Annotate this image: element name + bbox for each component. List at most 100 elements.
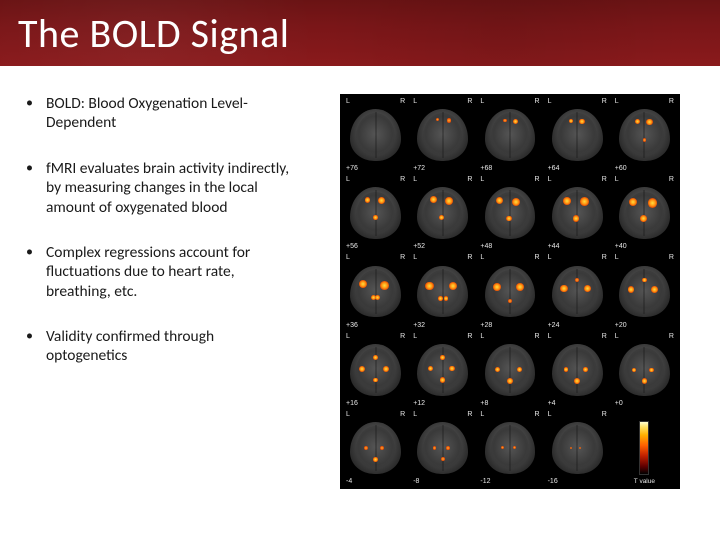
activation-blob (449, 282, 457, 290)
scan-cell: LR +40 (612, 175, 677, 251)
activation-blob (642, 378, 647, 383)
brain-slice (485, 266, 536, 318)
activation-blob (574, 378, 580, 384)
hemisphere-labels: LR (545, 98, 610, 105)
brain-slice (485, 422, 536, 474)
hemisphere-labels: LR (612, 254, 677, 261)
activation-blob (373, 457, 378, 462)
hemisphere-labels: LR (477, 98, 542, 105)
hemisphere-labels: LR (612, 176, 677, 183)
activation-blob (573, 215, 579, 221)
activation-blob (583, 367, 588, 372)
hemisphere-labels: LR (410, 98, 475, 105)
slice-coordinate: +12 (413, 400, 425, 407)
activation-blob (569, 119, 573, 123)
activation-blob (564, 367, 569, 372)
scan-cell: LR+44 (545, 175, 610, 251)
scan-cell: LR-12 (477, 410, 542, 486)
scan-cell: LR+24 (545, 253, 610, 329)
activation-blob (642, 278, 647, 283)
slice-coordinate: -8 (413, 478, 419, 485)
activation-blob (649, 368, 653, 372)
brain-slice (350, 109, 401, 161)
brain-slice (417, 266, 468, 318)
activation-blob (440, 355, 445, 360)
activation-blob (580, 197, 589, 206)
activation-blob (495, 367, 500, 372)
slice-coordinate: +20 (615, 322, 627, 329)
hemisphere-labels: LR (343, 333, 408, 340)
hemisphere-labels: LR (343, 411, 408, 418)
slice-coordinate: -4 (346, 478, 352, 485)
brain-slice (350, 266, 401, 318)
scan-cell: LR+64 (545, 97, 610, 173)
activation-blob (446, 446, 450, 450)
slice-coordinate: +76 (346, 165, 358, 172)
hemisphere-labels: LR (410, 411, 475, 418)
bullet-item: fMRI evaluates brain activity indirectly… (18, 159, 298, 217)
activation-blob (508, 299, 512, 303)
activation-blob (507, 378, 513, 384)
slice-coordinate: +68 (480, 165, 492, 172)
activation-blob (513, 119, 518, 124)
brain-slice (350, 344, 401, 396)
hemisphere-labels: LR (343, 98, 408, 105)
scan-cell: LR+12 (410, 332, 475, 408)
activation-blob (378, 197, 385, 204)
brain-slice (619, 109, 670, 161)
scan-cell: LR+36 (343, 253, 408, 329)
activation-blob (640, 215, 647, 222)
scan-cell: LR -8 (410, 410, 475, 486)
scan-cell: LR+8 (477, 332, 542, 408)
scan-cell: LR+56 (343, 175, 408, 251)
hemisphere-labels: LR (477, 254, 542, 261)
hemisphere-labels: LR (477, 411, 542, 418)
scan-cell: LR+32 (410, 253, 475, 329)
activation-blob (440, 377, 445, 382)
activation-blob (375, 295, 380, 300)
content-area: BOLD: Blood Oxygenation Level-Dependent f… (0, 66, 720, 489)
slice-coordinate: +48 (480, 243, 492, 250)
activation-blob (383, 366, 389, 372)
activation-blob (433, 446, 437, 450)
brain-slice (485, 109, 536, 161)
hemisphere-labels: LR (410, 176, 475, 183)
hemisphere-labels: LR (545, 176, 610, 183)
slice-coordinate: +0 (615, 400, 623, 407)
hemisphere-labels: LR (410, 254, 475, 261)
activation-blob (447, 118, 452, 123)
hemisphere-labels: LR (477, 176, 542, 183)
slice-coordinate: -16 (548, 478, 558, 485)
brain-slice (417, 422, 468, 474)
bullet-item: Validity confirmed through optogenetics (18, 327, 298, 366)
activation-blob (436, 118, 439, 121)
scan-cell: LR +76 (343, 97, 408, 173)
activation-blob (449, 366, 455, 372)
activation-blob (628, 286, 635, 293)
activation-blob (380, 281, 389, 290)
bullet-item: BOLD: Blood Oxygenation Level-Dependent (18, 94, 298, 133)
activation-blob (373, 378, 378, 383)
hemisphere-labels: LR (612, 98, 677, 105)
activation-blob (512, 198, 520, 206)
slice-coordinate: +24 (548, 322, 560, 329)
colorbar (639, 421, 649, 474)
activation-blob (428, 366, 434, 372)
slice-coordinate: +60 (615, 165, 627, 172)
brain-slice (552, 344, 603, 396)
slice-coordinate: +40 (615, 243, 627, 250)
activation-blob (579, 447, 582, 450)
activation-blob (648, 198, 657, 207)
activation-blob (513, 446, 516, 449)
activation-blob (503, 119, 507, 123)
scan-cell: LR +48 (477, 175, 542, 251)
scan-cell: LR+16 (343, 332, 408, 408)
scan-cell: LR+52 (410, 175, 475, 251)
brain-slice (350, 187, 401, 239)
brain-slice (350, 422, 401, 474)
activation-blob (584, 285, 591, 292)
scan-cell: LR +68 (477, 97, 542, 173)
brain-slice (552, 109, 603, 161)
activation-blob (445, 197, 453, 205)
brain-slice (619, 266, 670, 318)
